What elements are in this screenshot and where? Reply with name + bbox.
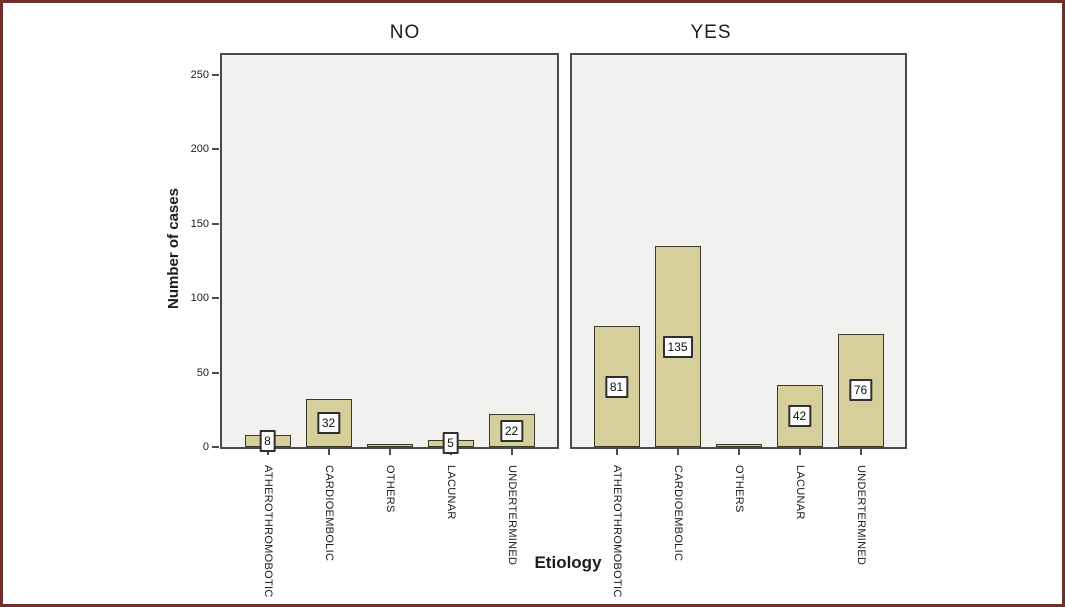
x-tick xyxy=(676,449,679,455)
bar-value-label: 5 xyxy=(442,432,459,455)
y-tick-label: 150 xyxy=(190,217,209,230)
category-label-text: LACUNAR xyxy=(445,465,457,520)
x-tick xyxy=(798,449,801,455)
panel-no xyxy=(220,53,559,449)
bar-value-label: 76 xyxy=(848,379,873,402)
y-tick xyxy=(212,222,219,225)
bar xyxy=(715,444,762,447)
bar xyxy=(593,326,640,447)
category-label-text: OTHERS xyxy=(733,465,745,513)
y-tick xyxy=(212,74,219,76)
category-label-text: CARDIOEMBOLIC xyxy=(323,465,335,562)
y-tick xyxy=(212,446,219,448)
y-tick xyxy=(212,148,219,151)
category-label-text: UNDERTERMINED xyxy=(506,465,518,566)
y-tick-label: 200 xyxy=(190,143,209,156)
x-tick xyxy=(327,449,330,455)
y-tick xyxy=(212,371,219,374)
bar xyxy=(366,444,413,447)
category-label-text: ATHEROTHROMOBOTIC xyxy=(262,465,274,598)
category-label-text: CARDIOEMBOLIC xyxy=(672,465,684,562)
panel-title-no: NO xyxy=(389,22,421,43)
bar-value-label: 135 xyxy=(662,335,693,358)
x-tick xyxy=(388,449,391,455)
x-axis-title: Etiology xyxy=(534,553,602,572)
y-tick-label: 250 xyxy=(190,69,209,81)
y-tick-label: 50 xyxy=(196,366,209,379)
plot-area: 8 32 5 22 ATHEROTHROMOBOTIC CARDIOEMBOLIC OTHE… xyxy=(3,3,1062,604)
bar-value-label: 42 xyxy=(787,404,812,427)
y-tick xyxy=(212,297,219,300)
x-tick xyxy=(737,449,740,455)
category-label-text: LACUNAR xyxy=(794,465,806,520)
panel-title-yes: YES xyxy=(690,22,732,43)
bar-value-label: 22 xyxy=(499,419,524,442)
category-label-text: UNDERTERMINED xyxy=(855,465,867,566)
x-tick xyxy=(510,449,513,455)
bar-value-label: 81 xyxy=(604,375,629,398)
y-tick-label: 0 xyxy=(202,441,209,453)
category-label-text: ATHEROTHROMOBOTIC xyxy=(611,465,623,598)
bar-value-label: 8 xyxy=(259,430,276,453)
x-tick xyxy=(859,449,862,455)
category-label-text: OTHERS xyxy=(384,465,396,513)
x-tick xyxy=(615,449,618,455)
bar-value-label: 32 xyxy=(316,412,341,435)
y-tick-label: 100 xyxy=(190,292,209,305)
